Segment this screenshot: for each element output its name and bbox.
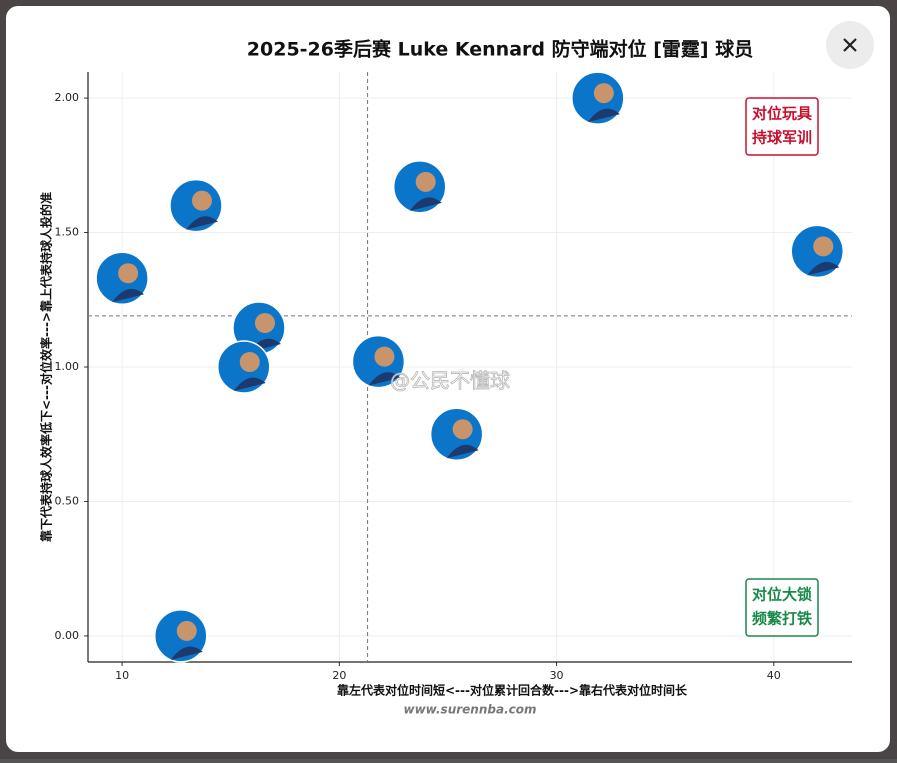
x-tick-label: 10 (115, 669, 129, 682)
y-tick-label: 0.00 (55, 629, 80, 642)
player-point (154, 609, 208, 663)
player-body (368, 372, 401, 386)
plot: 10 20 30 40 0.00 0.50 1.00 1.50 2.00 对位玩具持球军训对位大锁… (55, 71, 852, 682)
y-tick-label: 1.50 (55, 226, 80, 239)
y-tick-label: 0.50 (55, 494, 80, 507)
player-body (170, 646, 203, 660)
y-tick-label: 1.00 (55, 360, 80, 373)
player-point (217, 340, 271, 394)
player-point (790, 224, 844, 279)
y-tick-label: 2.00 (55, 91, 80, 104)
player-head (374, 346, 395, 367)
quadrant-label: 频繁打铁 (752, 610, 812, 628)
player-head (118, 263, 139, 284)
player-body (409, 197, 442, 211)
quadrant-label: 对位玩具 (752, 105, 812, 123)
quadrant-label: 持球军训 (752, 129, 812, 147)
player-point (351, 334, 406, 389)
modal (6, 6, 890, 752)
x-tick-label: 40 (767, 669, 781, 682)
chart-title: 2025-26季后赛 Luke Kennard 防守端对位 [雷霆] 球员 (247, 38, 753, 61)
player-head (254, 313, 275, 334)
x-tick-label: 20 (332, 669, 346, 682)
watermark: @公民不懂球 (390, 369, 510, 393)
player-body (233, 377, 266, 391)
player-point (392, 160, 447, 214)
quadrant-box (745, 97, 819, 156)
close-icon[interactable] (843, 38, 857, 52)
player-head (191, 190, 212, 211)
source: www.surennba.com (404, 703, 537, 717)
player-head (239, 352, 260, 372)
quadrant-box (745, 578, 819, 637)
y-axis-label: 靠下代表持球人效率低下<---对位效率--->靠上代表持球人投的准 (39, 192, 54, 542)
player-head (415, 171, 436, 192)
player-point (169, 178, 223, 233)
x-axis-label: 靠左代表对位时间短<---对位累计回合数--->靠右代表对位时间长 (337, 683, 688, 698)
player-head (593, 83, 614, 104)
player-body (446, 444, 479, 459)
quadrant-label: 对位大锁 (752, 586, 812, 604)
player-point (429, 407, 484, 461)
close-button[interactable] (826, 21, 874, 69)
player-head (452, 419, 473, 440)
x-tick-label: 30 (550, 669, 564, 682)
player-body (112, 288, 145, 303)
player-point (95, 251, 149, 306)
player-body (807, 261, 840, 276)
player-head (176, 620, 197, 641)
player-body (587, 108, 620, 123)
player-head (813, 236, 834, 257)
player-point (571, 71, 625, 125)
player-body (185, 216, 218, 230)
